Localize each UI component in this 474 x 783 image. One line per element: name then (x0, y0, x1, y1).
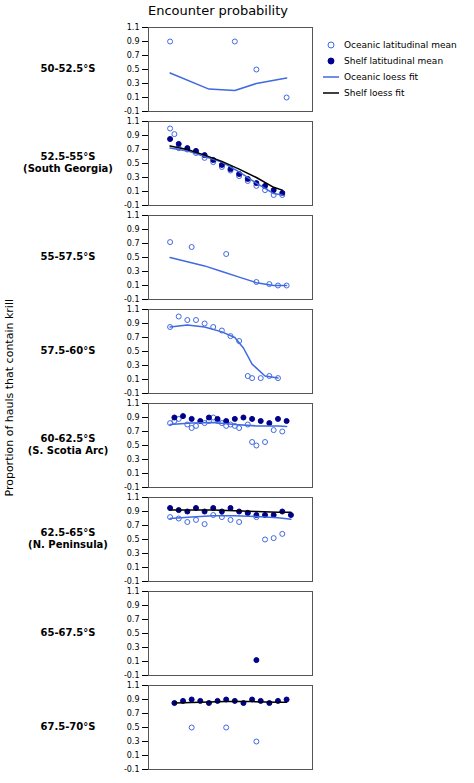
svg-text:1.1: 1.1 (127, 587, 140, 596)
svg-text:-0.1: -0.1 (124, 201, 140, 209)
svg-text:0.9: 0.9 (127, 601, 140, 610)
svg-text:1.1: 1.1 (127, 305, 140, 314)
svg-text:0.7: 0.7 (127, 709, 140, 718)
svg-text:1.1: 1.1 (127, 681, 140, 690)
svg-text:0.9: 0.9 (127, 131, 140, 140)
svg-text:1.1: 1.1 (127, 117, 140, 126)
svg-text:0.7: 0.7 (127, 427, 140, 436)
svg-text:0.9: 0.9 (127, 225, 140, 234)
html-text:Oceanic loess fit: Oceanic loess fit (344, 72, 419, 82)
svg-text:-0.1: -0.1 (124, 295, 140, 303)
html-text:52.5-55°S (South Georgia): 52.5-55°S (South Georgia) (23, 151, 113, 174)
svg-text:1.1: 1.1 (127, 493, 140, 502)
svg-text:0.5: 0.5 (127, 629, 140, 638)
html-text:Shelf latitudinal mean: Shelf latitudinal mean (344, 56, 444, 66)
svg-text:-0.1: -0.1 (124, 107, 140, 115)
svg-text:0.9: 0.9 (127, 695, 140, 704)
svg-text:0.9: 0.9 (127, 507, 140, 516)
html-text:57.5-60°S: 57.5-60°S (40, 345, 96, 356)
svg-text:-0.1: -0.1 (124, 671, 140, 679)
svg-text:0.1: 0.1 (127, 375, 140, 384)
svg-text:0.5: 0.5 (127, 441, 140, 450)
svg-text:0.5: 0.5 (127, 159, 140, 168)
svg-text:1.1: 1.1 (127, 211, 140, 220)
svg-text:0.7: 0.7 (127, 333, 140, 342)
svg-text:0.7: 0.7 (127, 239, 140, 248)
svg-text:0.3: 0.3 (127, 455, 140, 464)
svg-text:0.3: 0.3 (127, 643, 140, 652)
svg-text:-0.1: -0.1 (124, 577, 140, 585)
html-text:55-57.5°S: 55-57.5°S (40, 251, 96, 262)
html-text:Proportion of hauls that conta: Proportion of hauls that contain krill (2, 299, 16, 497)
svg-text:0.1: 0.1 (127, 187, 140, 196)
svg-text:0.7: 0.7 (127, 521, 140, 530)
svg-text:-0.1: -0.1 (124, 483, 140, 491)
svg-text:0.7: 0.7 (127, 51, 140, 60)
html-text:60-62.5°S (S. Scotia Arc): 60-62.5°S (S. Scotia Arc) (27, 433, 109, 456)
svg-text:0.7: 0.7 (127, 145, 140, 154)
svg-text:0.7: 0.7 (127, 615, 140, 624)
html-text:Encounter probability: Encounter probability (148, 3, 288, 18)
svg-text:0.1: 0.1 (127, 93, 140, 102)
svg-text:0.3: 0.3 (127, 79, 140, 88)
svg-text:0.3: 0.3 (127, 737, 140, 746)
html-text:50-52.5°S: 50-52.5°S (40, 63, 96, 74)
html-text:Shelf loess fit: Shelf loess fit (344, 88, 405, 98)
html-text:Oceanic latitudinal mean: Oceanic latitudinal mean (344, 40, 457, 50)
svg-text:0.9: 0.9 (127, 37, 140, 46)
svg-text:-0.1: -0.1 (124, 389, 140, 397)
svg-text:0.3: 0.3 (127, 549, 140, 558)
svg-text:0.1: 0.1 (127, 657, 140, 666)
svg-text:1.1: 1.1 (127, 399, 140, 408)
svg-text:0.5: 0.5 (127, 347, 140, 356)
html-text:67.5-70°S: 67.5-70°S (40, 721, 96, 732)
svg-text:1.1: 1.1 (127, 23, 140, 32)
svg-text:0.1: 0.1 (127, 469, 140, 478)
html-text:62.5-65°S (N. Peninsula): 62.5-65°S (N. Peninsula) (28, 527, 108, 550)
svg-text:0.3: 0.3 (127, 267, 140, 276)
svg-text:0.5: 0.5 (127, 65, 140, 74)
svg-text:-0.1: -0.1 (124, 765, 140, 773)
svg-text:0.3: 0.3 (127, 173, 140, 182)
svg-text:0.5: 0.5 (127, 535, 140, 544)
svg-text:0.9: 0.9 (127, 413, 140, 422)
svg-text:0.5: 0.5 (127, 253, 140, 262)
svg-text:0.1: 0.1 (127, 563, 140, 572)
svg-text:0.9: 0.9 (127, 319, 140, 328)
svg-text:0.3: 0.3 (127, 361, 140, 370)
html-text:65-67.5°S: 65-67.5°S (40, 627, 96, 638)
svg-text:0.1: 0.1 (127, 751, 140, 760)
svg-text:0.1: 0.1 (127, 281, 140, 290)
svg-text:0.5: 0.5 (127, 723, 140, 732)
